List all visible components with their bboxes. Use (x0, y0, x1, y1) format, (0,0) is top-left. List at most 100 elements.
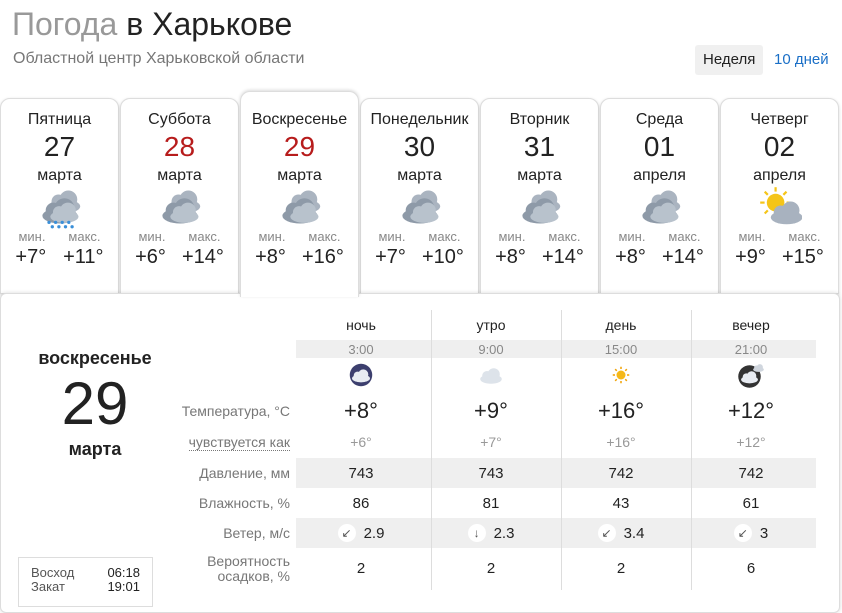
max-temp: +15° (782, 246, 824, 268)
day-date: 01 (643, 131, 676, 162)
row-label: Давление, мм (199, 465, 290, 481)
period-name: день (605, 317, 637, 333)
day-card[interactable]: Пятница 27 марта мин. макс. +7° +11° (0, 98, 119, 294)
day-card[interactable]: Воскресенье 29 марта мин. макс. +8° +16° (240, 91, 359, 297)
min-label: мин. (18, 229, 46, 244)
period-time: 9:00 (478, 341, 504, 357)
period-feels: +6° (350, 434, 372, 450)
period-temp: +12° (727, 398, 775, 423)
max-temp: +14° (542, 246, 584, 268)
overcast-icon (601, 185, 718, 229)
max-label: макс. (668, 229, 701, 244)
day-date: 27 (43, 131, 76, 162)
day-date: 31 (523, 131, 556, 162)
day-card[interactable]: Суббота 28 марта мин. макс. +6° +14° (120, 98, 239, 294)
min-temp: +7° (15, 246, 47, 268)
day-month: апреля (753, 167, 806, 184)
night-partly-cloudy-icon (736, 360, 766, 395)
column-divider (691, 310, 692, 590)
period-pressure: 742 (738, 464, 764, 482)
period-feels: +16° (606, 434, 636, 450)
title-city: в Харькове (126, 6, 293, 42)
min-temp: +8° (615, 246, 646, 268)
day-name: Суббота (148, 111, 211, 128)
overcast-icon (121, 185, 238, 229)
day-name: Воскресенье (251, 111, 348, 128)
day-card[interactable]: Понедельник 30 марта мин. макс. +7° +10° (360, 98, 479, 294)
sunset-time: 19:01 (107, 579, 140, 594)
sunrise-label: Восход (31, 565, 75, 580)
day-month: марта (277, 167, 322, 184)
period-temp: +16° (597, 398, 645, 423)
cloud-icon (476, 360, 506, 395)
selected-month: марта (68, 439, 122, 459)
day-month: марта (37, 167, 82, 184)
day-name: Понедельник (370, 111, 469, 128)
min-label: мин. (738, 229, 766, 244)
min-temp: +8° (495, 246, 526, 268)
night-cloudy-icon (346, 360, 376, 395)
wind-direction-icon: ↙ (597, 524, 616, 542)
day-date: 28 (163, 131, 196, 162)
period-precip: 6 (746, 560, 756, 577)
period-temp: +9° (474, 398, 508, 423)
period-feels: +12° (736, 434, 766, 450)
overcast-icon (481, 185, 598, 229)
max-temp: +14° (182, 246, 224, 268)
week-toggle[interactable]: Неделя (695, 45, 764, 75)
title-weather: Погода (12, 6, 118, 42)
min-temp: +6° (135, 246, 166, 268)
selected-date: 29 (61, 370, 129, 437)
max-label: макс. (788, 229, 821, 244)
period-table: ночь утро день вечер 3:00 9:00 15:00 21:00 Темпе… (170, 310, 816, 590)
period-humidity: 86 (352, 494, 370, 512)
day-card[interactable]: Четверг 02 апреля мин. макс. +9° +15° (720, 98, 839, 294)
max-label: макс. (548, 229, 581, 244)
sunrise-time: 06:18 (107, 565, 140, 580)
period-humidity: 61 (742, 494, 760, 512)
max-temp: +14° (662, 246, 704, 268)
column-divider (431, 310, 432, 590)
cloudy-rain-icon (1, 185, 118, 229)
day-month: марта (397, 167, 442, 184)
period-feels: +7° (480, 434, 502, 450)
ten-days-link[interactable]: 10 дней (774, 51, 829, 68)
period-precip: 2 (616, 560, 626, 577)
row-label: Вероятность осадков, % (207, 553, 290, 584)
row-label: Ветер, м/с (223, 525, 290, 541)
period-wind: 3 (759, 524, 769, 542)
min-label: мин. (258, 229, 286, 244)
wind-direction-icon: ↓ (467, 524, 486, 542)
min-temp: +8° (255, 246, 286, 268)
day-name: Среда (635, 111, 684, 128)
period-time: 15:00 (604, 341, 638, 357)
wind-direction-icon: ↙ (337, 524, 356, 542)
day-date: 02 (763, 131, 796, 162)
period-wind: 3.4 (623, 524, 645, 542)
selected-day: воскресенье 29 марта (30, 348, 160, 460)
max-label: макс. (428, 229, 461, 244)
row-label: Влажность, % (198, 495, 290, 511)
max-label: макс. (308, 229, 341, 244)
period-pressure: 742 (608, 464, 634, 482)
min-temp: +7° (375, 246, 406, 268)
column-divider (561, 310, 562, 590)
day-month: апреля (633, 167, 686, 184)
day-month: марта (517, 167, 562, 184)
period-humidity: 81 (482, 494, 500, 512)
period-precip: 2 (356, 560, 366, 577)
sun-icon (606, 360, 636, 395)
min-temp: +9° (735, 246, 766, 268)
max-label: макс. (68, 229, 101, 244)
day-card[interactable]: Среда 01 апреля мин. макс. +8° +14° (600, 98, 719, 294)
wind-direction-icon: ↙ (733, 524, 752, 542)
day-name: Пятница (27, 111, 92, 128)
period-wind: 2.3 (493, 524, 515, 542)
sunset-label: Закат (31, 579, 65, 594)
selected-weekday: воскресенье (38, 348, 152, 368)
period-time: 21:00 (734, 341, 768, 357)
page-title: Погода в Харькове (12, 6, 292, 43)
day-card[interactable]: Вторник 31 марта мин. макс. +8° +14° (480, 98, 599, 294)
period-humidity: 43 (612, 494, 630, 512)
min-label: мин. (618, 229, 646, 244)
